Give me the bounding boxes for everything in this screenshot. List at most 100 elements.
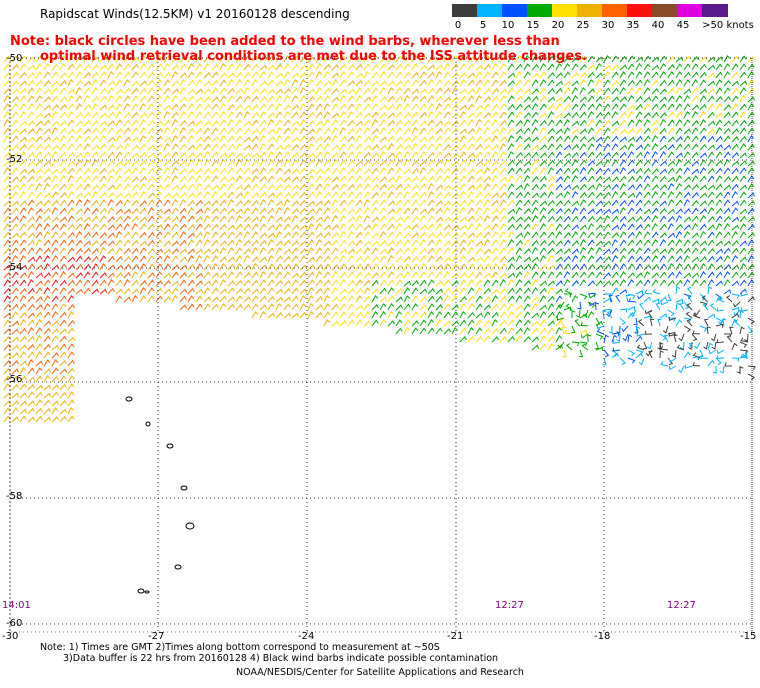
wind-barb (115, 199, 123, 207)
wind-barb (107, 279, 115, 287)
wind-barb (507, 55, 515, 63)
wind-barb (339, 239, 347, 247)
wind-barb (171, 134, 179, 143)
wind-barb (155, 166, 163, 175)
wind-barb (627, 159, 635, 167)
wind-barb (371, 95, 379, 103)
wind-barb (203, 239, 211, 247)
wind-barb (19, 247, 27, 255)
wind-barb (731, 280, 740, 287)
wind-barb (387, 303, 395, 311)
wind-barb (611, 120, 620, 127)
wind-barb (739, 271, 747, 279)
wind-barb (747, 96, 756, 103)
wind-barb (595, 200, 604, 207)
wind-barb (211, 255, 219, 263)
wind-barb (11, 239, 19, 247)
wind-barb (43, 128, 51, 135)
wind-barb (11, 303, 19, 311)
wind-barb (363, 295, 371, 303)
wind-barb (547, 271, 555, 279)
wind-barb (673, 334, 678, 343)
wind-barb (355, 95, 363, 103)
wind-barb (395, 216, 404, 223)
wind-barb (683, 224, 691, 231)
wind-barb (683, 88, 692, 95)
wind-barb (707, 80, 716, 87)
wind-barb (163, 159, 171, 167)
wind-barb (195, 231, 203, 239)
wind-barb (155, 208, 164, 215)
wind-barb (707, 88, 715, 95)
wind-barb (43, 399, 51, 407)
wind-barb (267, 312, 276, 319)
wind-barb (131, 294, 138, 303)
wind-barb (467, 199, 475, 207)
wind-barb (379, 71, 387, 79)
wind-barb (43, 247, 51, 255)
wind-barb (451, 295, 459, 303)
wind-barb (59, 192, 67, 199)
wind-barb (707, 111, 715, 119)
wind-barb (547, 247, 555, 255)
wind-barb (747, 87, 755, 95)
wind-barb (179, 288, 188, 295)
wind-barb (379, 287, 387, 295)
wind-barb (235, 288, 243, 295)
wind-barb (139, 87, 147, 95)
wind-barb (67, 406, 75, 415)
wind-barb (411, 55, 419, 63)
wind-barb (731, 312, 740, 319)
wind-barb (523, 280, 531, 287)
wind-barb (83, 279, 91, 287)
wind-barb (459, 287, 467, 295)
wind-barb (619, 279, 627, 287)
wind-barb (619, 96, 627, 103)
wind-barb (251, 199, 259, 207)
wind-barb (363, 96, 372, 103)
wind-barb (195, 168, 203, 175)
wind-barb (27, 391, 35, 399)
wind-barb (267, 175, 275, 183)
wind-barb (299, 199, 307, 207)
wind-barb (683, 167, 691, 175)
wind-barb (347, 168, 355, 175)
wind-barb (595, 56, 604, 63)
wind-barb (219, 256, 227, 263)
wind-barb (435, 216, 444, 223)
wind-barb (563, 199, 571, 207)
wind-barb (715, 183, 723, 191)
wind-barb (635, 247, 643, 255)
wind-barb (163, 263, 171, 271)
wind-barb (435, 200, 443, 207)
wind-barb (59, 223, 67, 231)
wind-barb (51, 110, 58, 119)
wind-barb (627, 184, 635, 191)
wind-barb (299, 119, 307, 127)
wind-barb (339, 207, 347, 215)
wind-barb (235, 143, 243, 151)
wind-barb (355, 247, 363, 255)
wind-barb (596, 328, 605, 335)
wind-barb (107, 159, 115, 167)
wind-barb (27, 168, 36, 175)
wind-barb (499, 199, 507, 207)
wind-barb (675, 71, 683, 79)
wind-barb (259, 191, 267, 199)
wind-barb (667, 215, 675, 223)
wind-barb (395, 127, 403, 135)
wind-barb (435, 319, 443, 327)
wind-barb (139, 112, 147, 119)
wind-barb (35, 55, 43, 63)
wind-barb (731, 80, 740, 87)
wind-barb (547, 264, 556, 271)
wind-barb (555, 128, 563, 135)
wind-barb (187, 199, 195, 207)
wind-barb (67, 128, 76, 135)
wind-barb (203, 207, 211, 215)
wind-barb (379, 199, 387, 207)
wind-barb (387, 279, 395, 287)
wind-barb (11, 247, 19, 255)
wind-barb (51, 223, 59, 231)
wind-barb (459, 254, 467, 263)
